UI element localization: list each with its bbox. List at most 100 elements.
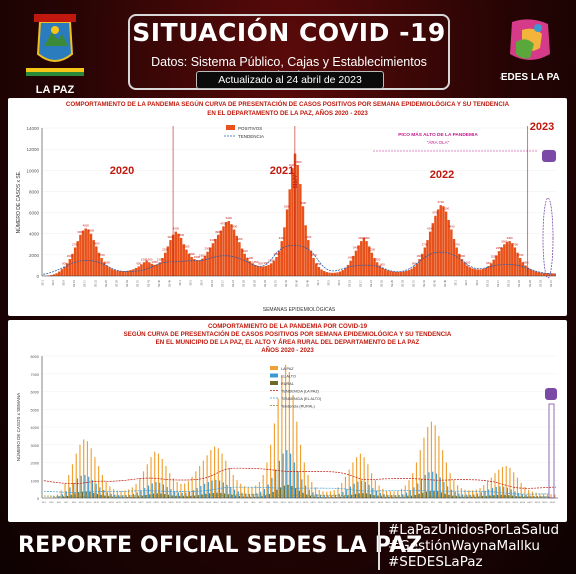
- bar: [240, 248, 244, 276]
- bar: [488, 489, 490, 498]
- y-tick-label: 3000: [31, 444, 39, 448]
- header: LA PAZ SITUACIÓN COVID -19 Datos: Sistem…: [0, 0, 576, 96]
- y-axis-label: NÚMERO DE CASOS x SEMANA: [15, 393, 21, 461]
- bar: [126, 270, 130, 276]
- x-tick-label: SE41: [191, 502, 197, 504]
- bar: [460, 259, 464, 276]
- bar: [304, 485, 307, 498]
- bar: [226, 484, 228, 498]
- y-tick-label: 7000: [31, 373, 39, 377]
- bar: [267, 484, 269, 498]
- bar: [349, 260, 352, 276]
- bar: [139, 478, 141, 498]
- data-label: 1600: [67, 254, 74, 258]
- x-tick-label: SE51: [228, 502, 234, 504]
- bar: [394, 495, 396, 498]
- bar: [379, 492, 381, 498]
- bar: [275, 469, 277, 498]
- data-label: 3900: [215, 230, 222, 234]
- bar: [473, 269, 477, 276]
- sedes-logo: SEDES LA PAZ: [500, 19, 560, 83]
- bar: [338, 271, 342, 276]
- bar: [412, 473, 414, 498]
- bar: [195, 260, 199, 276]
- x-tick-label: SE51: [423, 502, 429, 504]
- bar: [498, 469, 500, 498]
- bar: [539, 493, 541, 498]
- bar: [262, 474, 264, 498]
- x-tick-label: SE7: [64, 502, 69, 504]
- bar: [142, 471, 145, 498]
- x-tick-label: SE 13: [485, 279, 489, 287]
- bar: [497, 251, 501, 276]
- x-tick-label: SE 49: [168, 279, 172, 287]
- bar: [246, 496, 248, 498]
- x-tick-label: SE 17: [220, 279, 224, 287]
- bar: [269, 263, 273, 276]
- bar: [203, 255, 207, 276]
- bar: [463, 262, 466, 276]
- bar: [293, 462, 295, 498]
- year-label: 2021: [270, 165, 294, 177]
- x-tick-label: SE47: [213, 502, 219, 504]
- bar: [161, 258, 164, 276]
- x-tick-label: SE5: [251, 502, 256, 504]
- x-tick-label: SE 9: [62, 279, 66, 285]
- bar: [63, 266, 66, 276]
- data-label: 900: [62, 261, 67, 265]
- bar: [470, 497, 472, 498]
- bar: [295, 488, 297, 498]
- bar: [397, 271, 400, 276]
- data-label: 2400: [353, 246, 360, 250]
- x-tick-label: SE9: [266, 502, 271, 504]
- data-label: 1700: [517, 253, 524, 257]
- bar: [307, 474, 309, 498]
- bar: [422, 492, 424, 498]
- bar: [158, 262, 162, 276]
- bar: [483, 485, 485, 498]
- x-tick-label: SE 45: [432, 279, 436, 287]
- chart2-subtitle2: EN EL MUNICIPIO DE LA PAZ, EL ALTO Y ÁRE…: [155, 339, 420, 346]
- x-tick-label: SE1: [431, 502, 436, 504]
- bar: [544, 496, 546, 498]
- x-tick-label: SE29: [340, 502, 346, 504]
- data-label: 3300: [507, 236, 514, 240]
- bar: [222, 482, 224, 498]
- bar: [76, 241, 79, 276]
- bar: [353, 483, 355, 498]
- bar: [113, 489, 115, 498]
- bar: [514, 491, 516, 498]
- y-tick-label: 10000: [26, 168, 39, 173]
- bar: [103, 490, 105, 498]
- x-tick-label: SE 17: [83, 279, 87, 287]
- bar: [414, 494, 416, 498]
- x-tick-label: SE 21: [507, 279, 511, 287]
- data-label: 3400: [305, 235, 312, 239]
- x-tick-label: SE49: [221, 502, 227, 504]
- highlight-ellipse: [542, 197, 554, 279]
- bar: [391, 271, 395, 276]
- hashtag-1: #LaPazUnidosPorLaSalud: [388, 522, 560, 538]
- bar: [542, 272, 546, 276]
- bar: [360, 241, 363, 276]
- bar: [227, 494, 229, 498]
- bar: [243, 486, 246, 498]
- bar: [194, 495, 196, 498]
- bar: [513, 247, 517, 276]
- bar: [505, 466, 507, 498]
- bar: [83, 439, 85, 498]
- bar: [174, 491, 176, 498]
- data-label: 1300: [141, 257, 148, 261]
- bar: [281, 377, 283, 498]
- x-tick-label: SE39: [183, 502, 189, 504]
- hashtag-2: #GestiónWaynaMallku: [388, 538, 540, 554]
- bar: [464, 489, 466, 498]
- bar: [262, 266, 265, 276]
- bar: [96, 493, 98, 498]
- data-label: 1050: [151, 260, 158, 264]
- bar: [525, 494, 527, 498]
- bar: [455, 247, 458, 276]
- bar: [50, 275, 53, 276]
- x-tick-label: SE 25: [104, 279, 108, 287]
- peak-annotation-sub: "ÁRA OLA": [427, 139, 450, 145]
